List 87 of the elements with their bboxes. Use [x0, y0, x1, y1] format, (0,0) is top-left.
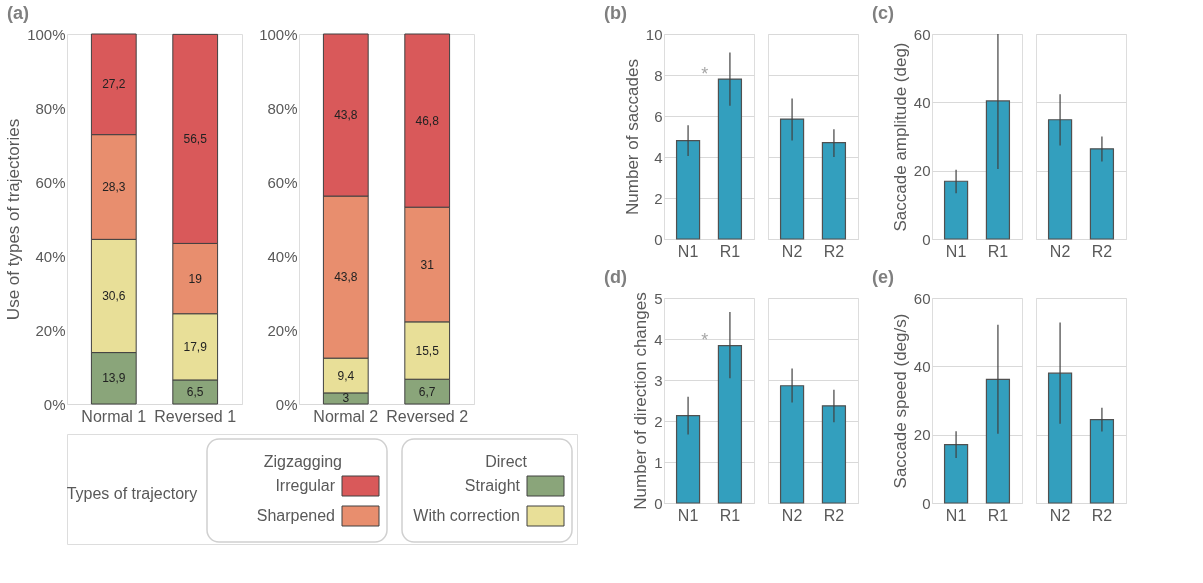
data-label: 15,5 [415, 343, 440, 358]
y-tick-label: 2 [654, 412, 663, 430]
text: Direct [485, 453, 528, 470]
y-tick-label: 2 [654, 189, 663, 207]
legend-title: Types of trajectory [66, 485, 198, 502]
y-tick-label: 8 [654, 66, 663, 84]
data-label: 56,5 [183, 131, 208, 146]
y-tick-label: 100% [27, 25, 66, 43]
data-label: 27,2 [102, 77, 126, 92]
legend-label: With correction [413, 507, 520, 524]
data-label: 30,6 [102, 288, 126, 303]
x-tick-label: R1 [987, 242, 1009, 260]
y-axis-title: Number of direction changes [631, 292, 651, 510]
data-label: 43,8 [334, 270, 358, 285]
annotation: * [701, 330, 709, 351]
y-tick-label: 0 [654, 230, 663, 248]
y-tick-label: 100% [259, 25, 298, 43]
y-tick-label: 60 [913, 289, 931, 307]
x-tick-label: R2 [823, 242, 845, 260]
y-tick-label: 40% [35, 247, 66, 265]
x-tick-label: R2 [1091, 242, 1113, 260]
x-tick-label: N2 [781, 242, 803, 260]
data-label: 43,8 [334, 108, 358, 123]
y-tick-label: 4 [654, 330, 663, 348]
data-label: 9,4 [337, 368, 355, 383]
data-label: 6,5 [186, 384, 204, 399]
y-tick-label: 10 [645, 25, 663, 43]
y-tick-label: 40% [267, 247, 298, 265]
x-tick-label: N1 [677, 242, 699, 260]
y-tick-label: 20 [913, 162, 931, 180]
y-axis-title: Saccade speed (deg/s) [890, 313, 910, 489]
x-tick-label: R1 [987, 506, 1009, 524]
x-tick-label: R1 [719, 506, 741, 524]
x-tick-label: N2 [781, 506, 803, 524]
y-tick-label: 0% [275, 395, 298, 413]
chart-title: (b) [604, 3, 627, 23]
data-label: 3 [342, 391, 350, 406]
x-tick-label: N1 [677, 506, 699, 524]
data-label: 17,9 [183, 339, 208, 354]
data-label: 13,9 [102, 371, 126, 386]
y-tick-label: 40 [913, 93, 931, 111]
data-label: 28,3 [102, 179, 126, 194]
y-tick-label: 0 [922, 230, 931, 248]
y-tick-label: 60% [35, 173, 66, 191]
y-tick-label: 60% [267, 173, 298, 191]
x-tick-label: N1 [945, 506, 967, 524]
y-tick-label: 20% [35, 321, 66, 339]
y-tick-label: 0% [43, 395, 66, 413]
annotation: * [701, 64, 709, 85]
chart-title: (a) [7, 3, 29, 23]
y-tick-label: 6 [654, 107, 663, 125]
chart-title: (e) [872, 267, 894, 287]
x-tick-label: R2 [823, 506, 845, 524]
x-tick-label: N1 [945, 242, 967, 260]
chart-title: (c) [872, 3, 894, 23]
y-tick-label: 20 [913, 426, 931, 444]
y-axis-title: Use of types of trajectories [4, 118, 24, 321]
legend-label: Straight [464, 477, 521, 494]
legend-label: Irregular [275, 477, 336, 494]
y-tick-label: 0 [922, 494, 931, 512]
x-tick-label: Normal 1 [81, 407, 147, 425]
data-label: 46,8 [415, 113, 440, 128]
y-tick-label: 80% [267, 99, 298, 117]
y-tick-label: 60 [913, 25, 931, 43]
chart-title: (d) [604, 267, 627, 287]
y-tick-label: 4 [654, 148, 663, 166]
x-tick-label: R2 [1091, 506, 1113, 524]
x-tick-label: N2 [1049, 242, 1071, 260]
y-tick-label: 1 [654, 453, 663, 471]
y-tick-label: 5 [654, 289, 663, 307]
x-tick-label: N2 [1049, 506, 1071, 524]
data-label: 19 [188, 271, 203, 286]
y-tick-label: 40 [913, 357, 931, 375]
x-tick-label: R1 [719, 242, 741, 260]
y-tick-label: 0 [654, 494, 663, 512]
text: Zigzagging [263, 453, 342, 470]
x-tick-label: Reversed 2 [386, 407, 469, 425]
y-tick-label: 20% [267, 321, 298, 339]
y-tick-label: 80% [35, 99, 66, 117]
y-axis-title: Saccade amplitude (deg) [890, 42, 910, 232]
y-tick-label: 3 [654, 371, 663, 389]
legend-label: Sharpened [256, 507, 335, 524]
x-tick-label: Normal 2 [313, 407, 379, 425]
data-label: 6,7 [418, 384, 436, 399]
y-axis-title: Number of saccades [622, 59, 642, 215]
x-tick-label: Reversed 1 [154, 407, 237, 425]
data-label: 31 [420, 257, 435, 272]
